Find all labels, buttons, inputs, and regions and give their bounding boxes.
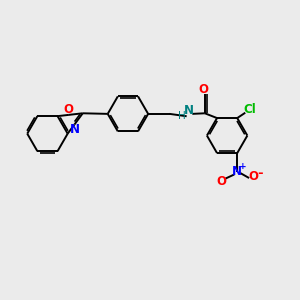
Text: O: O — [63, 103, 73, 116]
Text: +: + — [239, 162, 246, 171]
Text: N: N — [70, 123, 80, 136]
Text: O: O — [248, 170, 258, 183]
Text: -: - — [257, 167, 263, 180]
Text: O: O — [198, 83, 208, 96]
Text: Cl: Cl — [243, 103, 256, 116]
Text: O: O — [217, 175, 227, 188]
Text: N: N — [184, 104, 194, 117]
Text: H: H — [178, 111, 186, 121]
Text: N: N — [232, 165, 242, 178]
